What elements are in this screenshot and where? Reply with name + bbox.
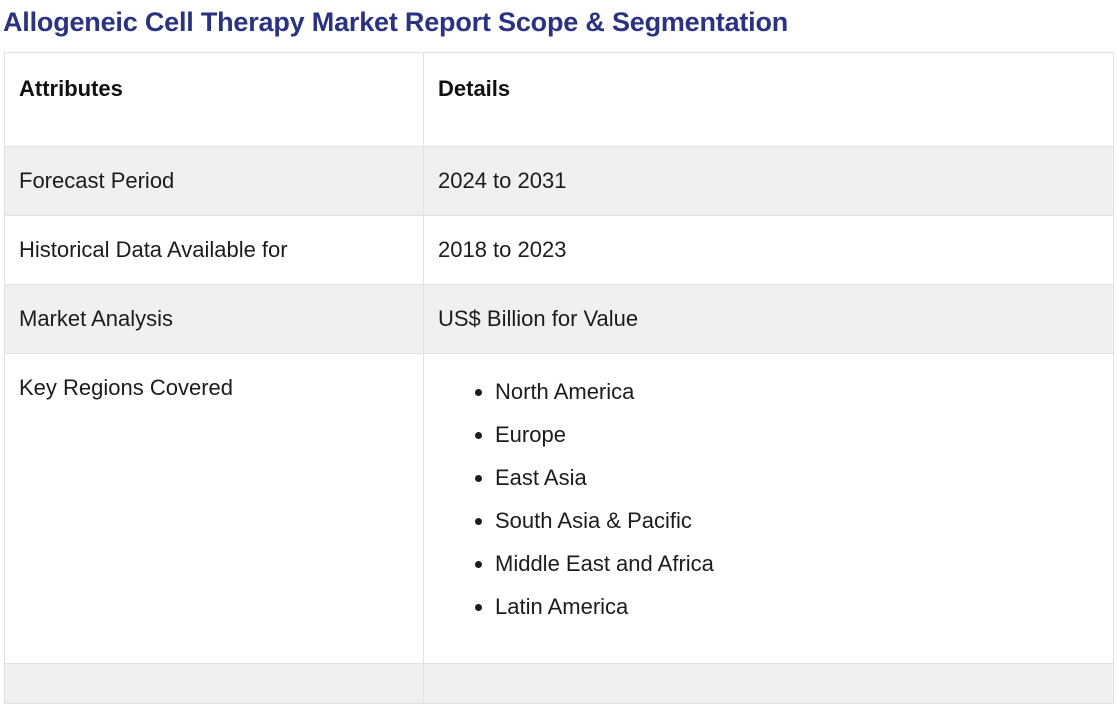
region-list-item: Europe [495, 421, 1099, 449]
table-row-key-regions: Key Regions Covered North America Europe… [4, 353, 1114, 664]
page-title: Allogeneic Cell Therapy Market Report Sc… [3, 7, 789, 37]
attribute-cell [4, 663, 424, 704]
region-list-item: Latin America [495, 593, 1099, 621]
attribute-cell: Historical Data Available for [4, 215, 424, 285]
detail-cell [423, 663, 1114, 704]
region-list-item: North America [495, 378, 1099, 406]
column-header-attributes: Attributes [4, 52, 424, 147]
attribute-cell: Market Analysis [4, 284, 424, 354]
detail-cell: 2024 to 2031 [423, 146, 1114, 216]
table-row-market-analysis: Market Analysis US$ Billion for Value [4, 284, 1114, 354]
region-list-item: Middle East and Africa [495, 550, 1099, 578]
attribute-cell: Forecast Period [4, 146, 424, 216]
column-header-details: Details [423, 52, 1114, 147]
region-list-item: East Asia [495, 464, 1099, 492]
table-row-partial [4, 663, 1114, 704]
table-row-forecast-period: Forecast Period 2024 to 2031 [4, 146, 1114, 216]
attribute-cell: Key Regions Covered [4, 353, 424, 664]
detail-cell: US$ Billion for Value [423, 284, 1114, 354]
report-scope-table: Attributes Details Forecast Period 2024 … [4, 52, 1114, 704]
detail-cell: North America Europe East Asia South Asi… [423, 353, 1114, 664]
region-list-item: South Asia & Pacific [495, 507, 1099, 535]
table-header-row: Attributes Details [4, 52, 1114, 147]
table-row-historical-data: Historical Data Available for 2018 to 20… [4, 215, 1114, 285]
detail-cell: 2018 to 2023 [423, 215, 1114, 285]
region-list: North America Europe East Asia South Asi… [438, 378, 1099, 621]
